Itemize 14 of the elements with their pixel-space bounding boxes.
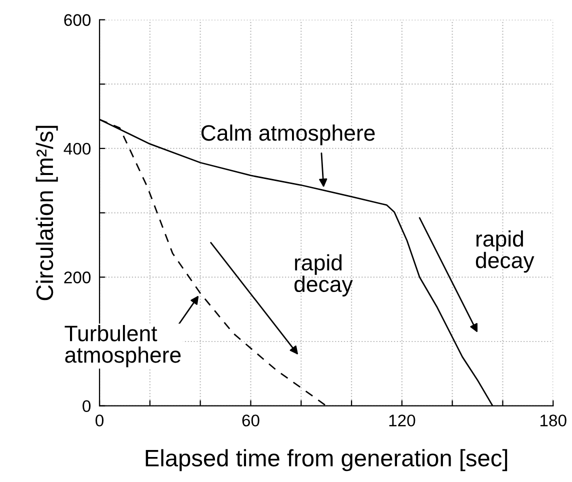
y-tick-label: 200 xyxy=(64,272,91,284)
x-axis-title: Elapsed time from generation [sec] xyxy=(146,449,508,472)
annotation: rapid decay xyxy=(476,230,534,273)
x-tick-label: 180 xyxy=(540,414,566,426)
annotation: Calm atmosphere xyxy=(201,124,375,146)
y-tick-label: 0 xyxy=(82,400,91,412)
y-tick-label: 600 xyxy=(64,14,91,26)
x-tick-label: 120 xyxy=(389,414,416,426)
y-axis-title: Circulation [m²/s] xyxy=(36,126,58,300)
x-tick-label: 0 xyxy=(96,414,104,426)
x-tick-label: 60 xyxy=(242,414,260,426)
y-tick-label: 400 xyxy=(64,142,91,155)
annotation: Turbulent atmosphere xyxy=(64,325,181,368)
annotation: rapid decay xyxy=(294,254,353,296)
